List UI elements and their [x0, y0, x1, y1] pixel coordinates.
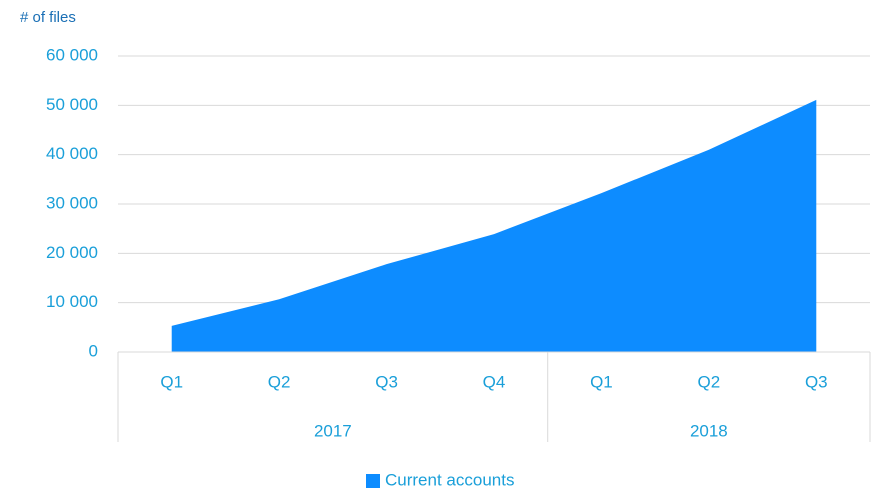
- y-tick-label: 60 000: [46, 45, 98, 64]
- y-tick-label: 30 000: [46, 193, 98, 212]
- legend-swatch: [366, 474, 380, 488]
- x-group-label: 2017: [314, 421, 352, 440]
- y-tick-label: 50 000: [46, 95, 98, 114]
- x-tick-label: Q3: [375, 372, 398, 391]
- x-tick-label: Q2: [698, 372, 721, 391]
- x-tick-label: Q3: [805, 372, 828, 391]
- y-tick-label: 20 000: [46, 243, 98, 262]
- y-axis-title: # of files: [20, 9, 76, 26]
- x-tick-label: Q2: [268, 372, 291, 391]
- y-tick-label: 0: [89, 341, 98, 360]
- x-group-label: 2018: [690, 421, 728, 440]
- legend-label: Current accounts: [385, 470, 514, 489]
- y-tick-label: 40 000: [46, 144, 98, 163]
- y-tick-label: 10 000: [46, 292, 98, 311]
- x-tick-label: Q1: [160, 372, 183, 391]
- x-tick-label: Q4: [483, 372, 506, 391]
- area: [171, 99, 817, 352]
- x-tick-label: Q1: [590, 372, 613, 391]
